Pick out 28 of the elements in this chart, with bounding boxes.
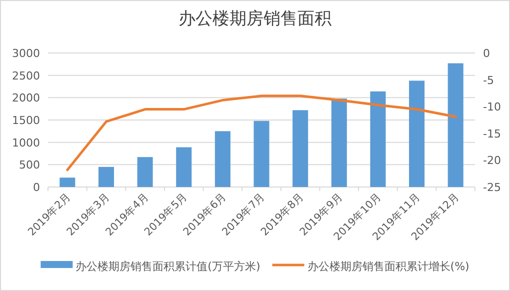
y-tick-label: 3000 [12, 47, 40, 60]
bar [98, 166, 114, 187]
chart-title: 办公楼期房销售面积 [178, 9, 332, 29]
y-tick-label: 2500 [12, 69, 40, 82]
bar [370, 91, 386, 187]
bar [60, 178, 76, 187]
y2-tick-label: -20 [483, 154, 501, 168]
y2-tick-label: 0 [483, 47, 490, 60]
bar [214, 131, 230, 187]
y-tick-label: 500 [19, 158, 40, 172]
bar [137, 157, 153, 187]
legend-label: 办公楼期房销售面积累计值(万平方米) [76, 260, 260, 273]
y2-tick-label: -10 [483, 100, 501, 114]
y-tick-label: 1500 [12, 114, 40, 127]
y-tick-label: 0 [33, 181, 40, 194]
y2-tick-label: -25 [483, 181, 501, 194]
line-series [66, 94, 457, 172]
bar [409, 80, 425, 187]
bar [331, 98, 347, 187]
bar [448, 63, 464, 187]
y-tick-label: 1000 [12, 136, 40, 150]
bar [292, 110, 308, 187]
y2-tick-label: -5 [483, 74, 494, 87]
y2-tick-label: -15 [483, 127, 501, 140]
bar [176, 147, 192, 187]
y-tick-label: 2000 [12, 92, 40, 105]
bar [254, 120, 270, 187]
legend-label: 办公楼期房销售面积累计增长(%) [307, 260, 470, 273]
